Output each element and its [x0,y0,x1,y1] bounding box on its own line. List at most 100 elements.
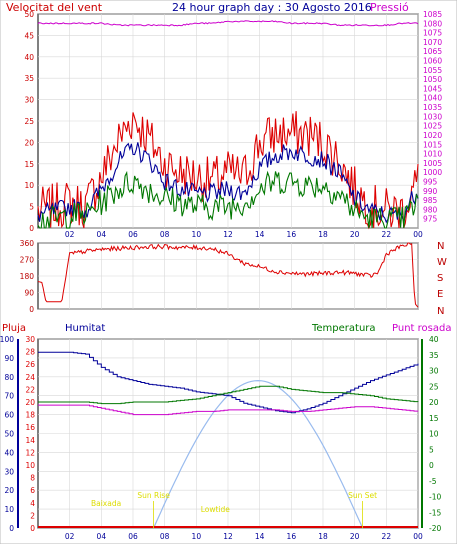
wind-speed-tick: 20 [24,138,34,147]
time-tick: 06 [128,230,138,239]
pressure-tick: 1025 [423,122,442,131]
rain-tick: 18 [25,411,35,420]
pressure-tick: 980 [423,205,438,214]
wind-speed-tick: 10 [24,181,34,190]
humidity-time-axis: 02 04 06 08 10 12 14 16 18 20 22 00 [65,532,423,541]
average-series-line [37,142,419,225]
humidity-axis: 0 10 20 30 40 50 60 70 80 90 100 [0,335,19,533]
humidity-tick: 30 [4,467,14,476]
time-tick: 18 [318,230,328,239]
direction-tick: 0 [29,305,34,314]
pressure-tick: 1055 [423,66,442,75]
wind-speed-tick: 5 [29,203,34,212]
time-tick: 08 [160,532,170,541]
temperature-tick: 10 [429,430,439,439]
compass-label: S [437,273,443,284]
humidity-tick: 70 [4,392,14,401]
wind-speed-tick: 50 [24,10,34,19]
pressure-tick: 990 [423,187,438,196]
temperature-tick: 0 [429,461,434,470]
humidity-tick: 20 [4,486,14,495]
rain-tick: 28 [25,348,35,357]
rain-tick: 20 [25,398,35,407]
pressure-tick: 1065 [423,47,442,56]
compass-label: W [437,257,447,268]
wind-speed-axis: 0 5 10 15 20 25 30 35 40 45 50 [24,10,34,233]
pressure-tick: 1075 [423,29,442,38]
temperature-tick: 20 [429,398,439,407]
rain-tick: 6 [30,486,35,495]
pressure-tick: 975 [423,215,438,224]
humidity-temperature-series [38,351,419,528]
temperature-tick: 40 [429,335,439,344]
wind-speed-tick: 45 [24,31,34,40]
compass-label: N [437,306,444,317]
humidity-tick: 100 [0,335,14,344]
time-tick: 10 [192,230,202,239]
wind-pressure-grid [38,13,419,229]
humidity-tick: 40 [4,448,14,457]
temperature-tick: 30 [429,367,439,376]
time-tick: 06 [128,532,138,541]
pressure-tick: 1005 [423,159,442,168]
time-tick: 10 [192,532,202,541]
wind-speed-tick: 35 [24,74,34,83]
sun-elevation-line [153,379,364,529]
rain-tick: 0 [30,524,35,533]
compass-label: N [437,241,444,252]
pressure-tick: 1050 [423,75,442,84]
pressure-axis: 9759809859909951000100510101015102010251… [423,10,442,224]
humidity-label: Humitat [65,323,105,334]
annotation-label: Lowtide [201,505,231,514]
pressure-series-line [37,20,419,27]
pressure-tick: 1080 [423,19,442,28]
rain-tick: 24 [25,373,35,382]
pressure-tick: 1045 [423,84,442,93]
wind-speed-tick: 30 [24,96,34,105]
humidity-tick: 50 [4,430,14,439]
humidity-tick: 0 [9,524,14,533]
rain-tick: 16 [25,423,35,432]
wind-direction-grid [38,242,419,310]
graph-date-title: 24 hour graph day : 30 Agosto 2016 [172,1,372,14]
temperature-axis: -20 -15 -10 -5 0 5 10 15 20 25 30 35 40 [421,335,441,533]
humidity-tick: 80 [4,373,14,382]
time-tick: 08 [160,230,170,239]
humidity-tick: 10 [4,505,14,514]
time-tick: 16 [287,230,297,239]
rain-tick: 10 [25,461,35,470]
punt-rosada-series-line [38,404,419,416]
pressure-tick: 1020 [423,131,442,140]
temperature-tick: -10 [429,493,441,502]
direction-tick: 270 [20,256,35,265]
sun-curve [153,379,364,529]
time-tick: 14 [255,230,265,239]
rain-tick: 22 [25,385,35,394]
time-tick: 00 [413,230,423,239]
humidity-tick: 60 [4,411,14,420]
temperature-tick: 15 [429,414,439,423]
pressure-tick: 1030 [423,112,442,121]
humidity-temperature-grid [38,338,419,529]
time-tick: 18 [318,532,328,541]
time-tick: 20 [350,532,360,541]
rain-tick: 8 [30,474,35,483]
pressure-tick: 985 [423,196,438,205]
rain-tick: 2 [30,511,35,520]
time-tick: 12 [223,532,233,541]
pressure-tick: 1035 [423,103,442,112]
rain-tick: 30 [25,335,35,344]
annotation-label: Baixada [91,499,121,508]
wind-time-axis: 02 04 06 08 10 12 14 16 18 20 22 00 [65,230,423,239]
temperature-tick: -15 [429,508,441,517]
gust-series-line [37,111,419,230]
time-tick: 16 [287,532,297,541]
time-tick: 20 [350,230,360,239]
pressure-tick: 1015 [423,140,442,149]
